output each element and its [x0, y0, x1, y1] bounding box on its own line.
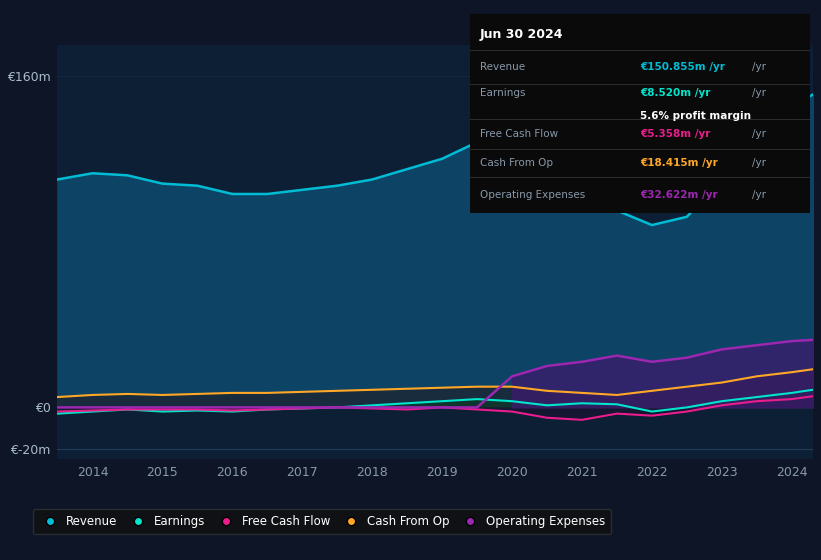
Text: Earnings: Earnings: [479, 87, 525, 97]
Text: €8.520m /yr: €8.520m /yr: [640, 87, 710, 97]
Text: €32.622m /yr: €32.622m /yr: [640, 190, 718, 200]
Text: /yr: /yr: [752, 62, 767, 72]
Text: Operating Expenses: Operating Expenses: [479, 190, 585, 200]
Text: Revenue: Revenue: [479, 62, 525, 72]
Legend: Revenue, Earnings, Free Cash Flow, Cash From Op, Operating Expenses: Revenue, Earnings, Free Cash Flow, Cash …: [33, 509, 611, 534]
Text: 5.6% profit margin: 5.6% profit margin: [640, 111, 751, 122]
Text: Cash From Op: Cash From Op: [479, 158, 553, 168]
Text: €150.855m /yr: €150.855m /yr: [640, 62, 725, 72]
Text: €18.415m /yr: €18.415m /yr: [640, 158, 718, 168]
Text: /yr: /yr: [752, 190, 767, 200]
Text: €5.358m /yr: €5.358m /yr: [640, 129, 710, 139]
Text: /yr: /yr: [752, 158, 767, 168]
Text: Free Cash Flow: Free Cash Flow: [479, 129, 558, 139]
Text: /yr: /yr: [752, 129, 767, 139]
Text: Jun 30 2024: Jun 30 2024: [479, 28, 563, 41]
Text: /yr: /yr: [752, 87, 767, 97]
